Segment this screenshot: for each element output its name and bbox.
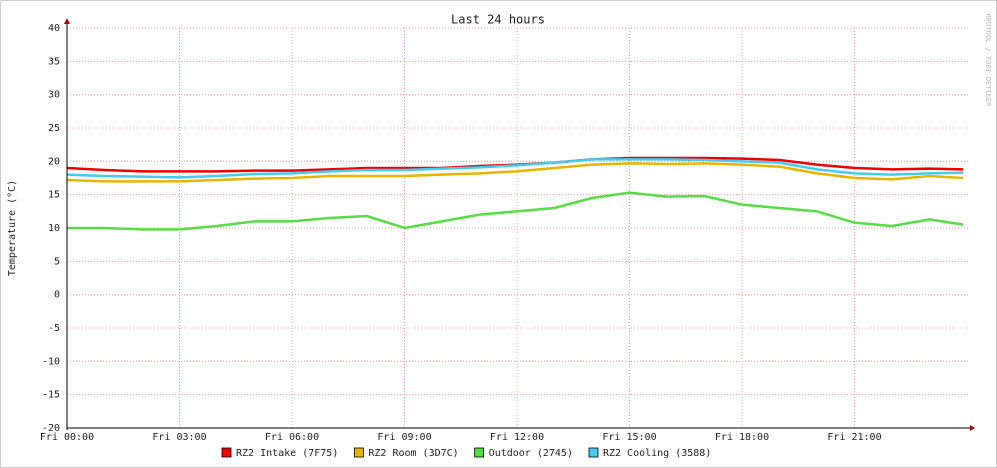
x-tick-label: Fri 09:00 — [377, 432, 431, 443]
chart-title: Last 24 hours — [451, 13, 545, 27]
y-tick-label: 0 — [54, 290, 60, 301]
y-tick-label: -5 — [48, 323, 60, 334]
legend-swatch — [221, 447, 232, 458]
y-arrow — [64, 18, 70, 24]
x-arrow — [970, 425, 975, 431]
x-tick-label: Fri 00:00 — [40, 432, 94, 443]
y-tick-label: 30 — [48, 90, 60, 101]
y-axis-label: Temperature (°C) — [7, 180, 18, 276]
y-tick-label: 25 — [48, 123, 60, 134]
watermark: RRDTOOL / TOBI OETIKER — [984, 14, 992, 108]
y-tick-label: 5 — [54, 256, 60, 267]
legend-swatch — [353, 447, 364, 458]
y-tick-label: 10 — [48, 223, 60, 234]
y-tick-label: 15 — [48, 190, 60, 201]
legend: RZ2 Intake (7F75) RZ2 Room (3D7C) Outdoor … — [221, 447, 711, 459]
x-tick-label: Fri 12:00 — [490, 432, 544, 443]
x-tick-label: Fri 06:00 — [265, 432, 319, 443]
x-tick-label: Fri 21:00 — [827, 432, 881, 443]
legend-swatch — [474, 447, 485, 458]
legend-label: Outdoor (2745) — [489, 448, 573, 459]
legend-label: RZ2 Room (3D7C) — [368, 448, 458, 459]
series-line — [66, 162, 964, 183]
series-line — [67, 191, 964, 231]
y-tick-label: -10 — [42, 356, 60, 367]
y-tick-label: 35 — [48, 56, 60, 67]
legend-swatch — [588, 447, 599, 458]
legend-label: RZ2 Intake (7F75) — [236, 448, 338, 459]
x-tick-label: Fri 18:00 — [715, 432, 769, 443]
y-tick-label: 40 — [48, 23, 60, 34]
y-tick-label: 20 — [48, 156, 60, 167]
x-tick-label: Fri 03:00 — [152, 432, 206, 443]
lines — [66, 156, 964, 231]
series-line — [66, 158, 964, 179]
y-tick-label: -20 — [42, 423, 60, 434]
y-tick-label: -15 — [42, 390, 60, 401]
x-tick-label: Fri 15:00 — [602, 432, 656, 443]
legend-label: RZ2 Cooling (3588) — [603, 448, 711, 459]
